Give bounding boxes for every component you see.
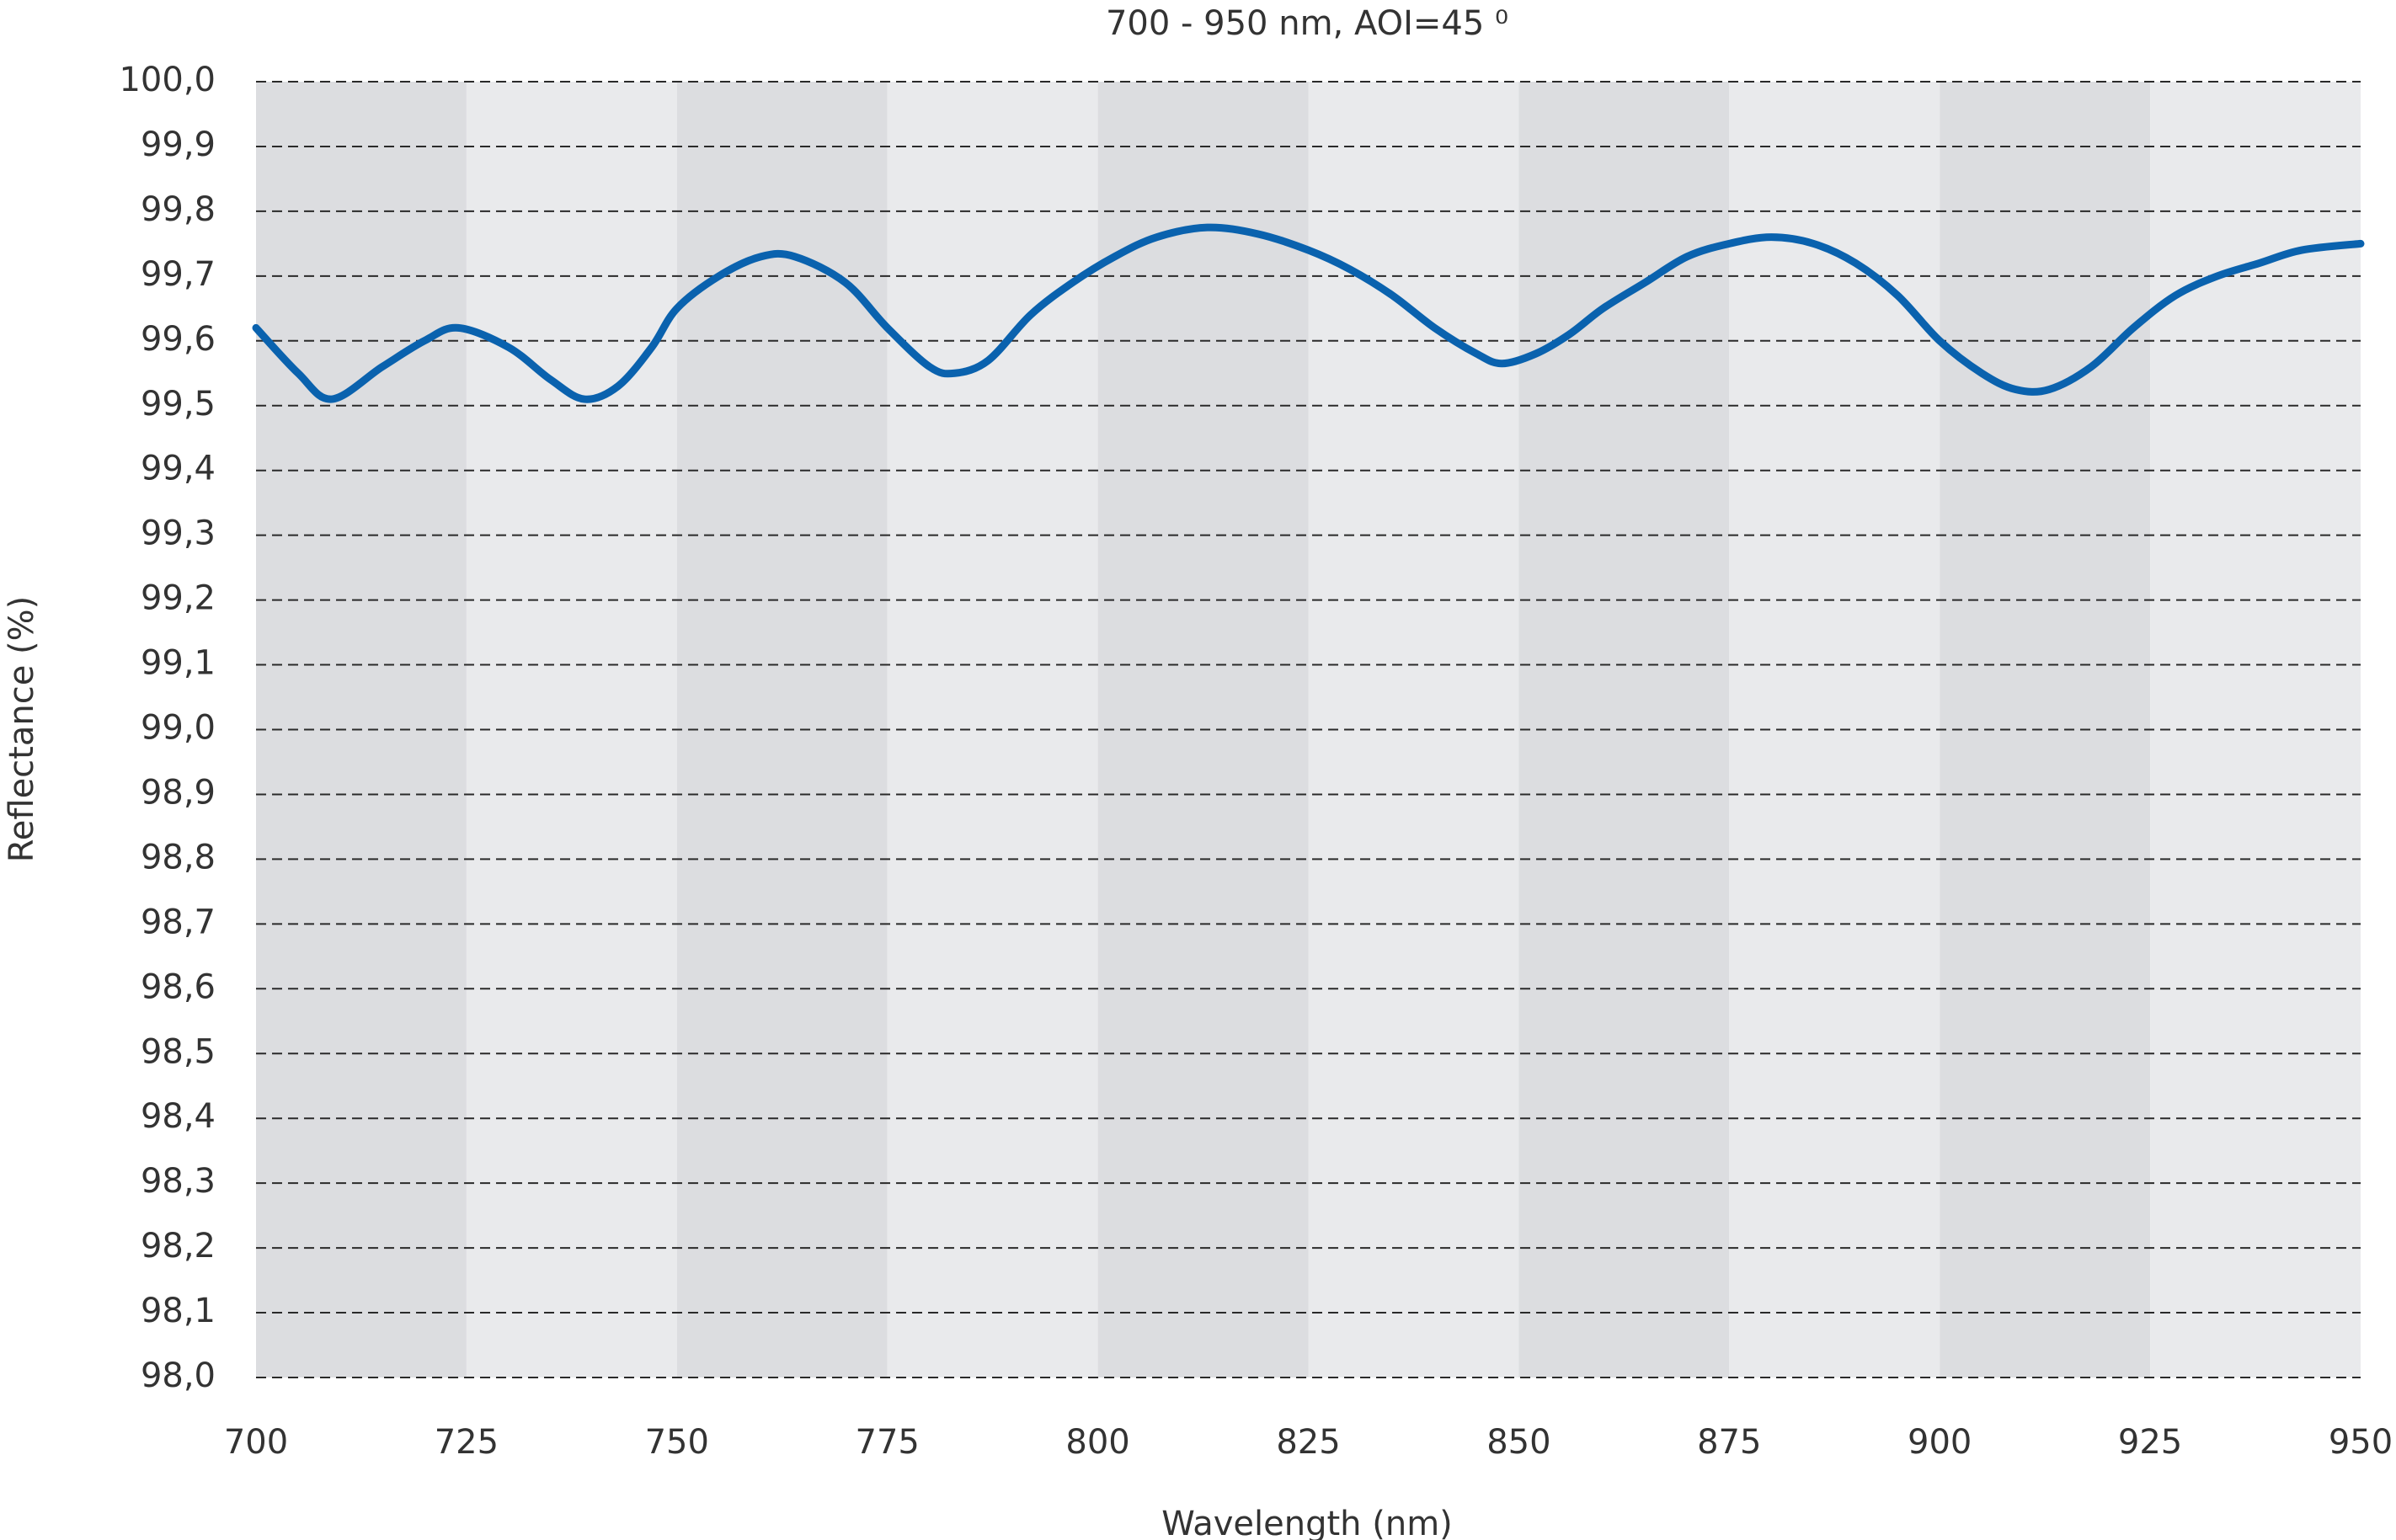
y-tick-label: 98,0 [141, 1356, 216, 1395]
y-tick-label: 100,0 [119, 61, 216, 99]
y-tick-label: 98,5 [141, 1032, 216, 1071]
x-tick-label: 900 [1908, 1423, 1972, 1462]
x-tick-label: 800 [1065, 1423, 1129, 1462]
x-tick-label: 850 [1486, 1423, 1550, 1462]
y-tick-label: 98,4 [141, 1097, 216, 1136]
x-tick-label: 925 [2118, 1423, 2182, 1462]
y-tick-label: 99,2 [141, 579, 216, 618]
y-tick-label: 99,6 [141, 320, 216, 359]
y-tick-label: 99,4 [141, 450, 216, 488]
y-tick-label: 98,8 [141, 838, 216, 877]
y-tick-label: 99,8 [141, 190, 216, 229]
x-tick-label: 875 [1697, 1423, 1761, 1462]
y-tick-label: 99,9 [141, 125, 216, 164]
x-tick-label: 750 [645, 1423, 709, 1462]
chart-title: 700 - 950 nm, AOI=45 ⁰ [1106, 4, 1508, 43]
y-tick-label: 99,1 [141, 644, 216, 683]
y-tick-label: 98,7 [141, 903, 216, 941]
y-tick-label: 98,3 [141, 1162, 216, 1201]
x-tick-label: 725 [435, 1423, 499, 1462]
x-tick-label: 950 [2329, 1423, 2393, 1462]
y-tick-label: 99,0 [141, 709, 216, 748]
y-tick-label: 98,6 [141, 967, 216, 1006]
y-tick-label: 99,3 [141, 514, 216, 553]
y-axis-title: Reflectance (%) [3, 596, 41, 862]
y-tick-label: 98,1 [141, 1292, 216, 1330]
data-line [252, 223, 2365, 403]
x-axis-title: Wavelength (nm) [1161, 1505, 1453, 1540]
y-tick-label: 98,2 [141, 1227, 216, 1266]
x-tick-label: 775 [856, 1423, 920, 1462]
bands [256, 82, 2361, 1377]
y-tick-label: 98,9 [141, 773, 216, 812]
y-tick-label: 99,5 [141, 385, 216, 424]
y-tick-label: 99,7 [141, 255, 216, 294]
x-tick-label: 700 [224, 1423, 288, 1462]
x-tick-label: 825 [1276, 1423, 1340, 1462]
